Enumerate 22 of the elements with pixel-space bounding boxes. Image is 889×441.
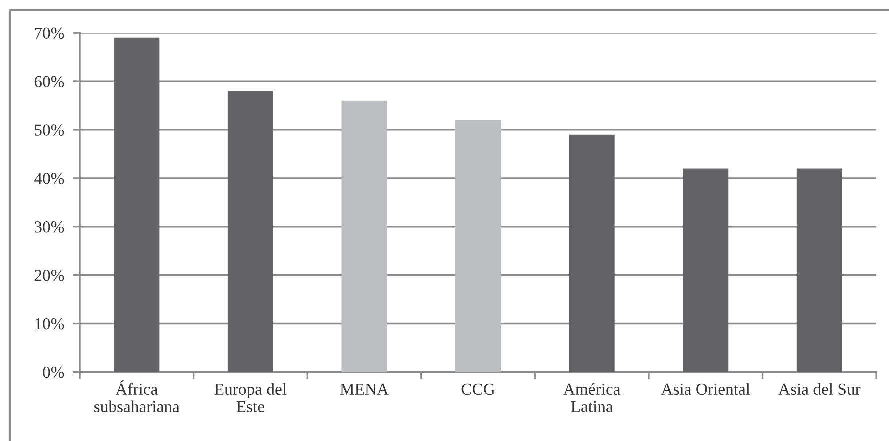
x-tick-label: Europa del Este (214, 383, 287, 412)
y-tick-label: 30% (34, 222, 64, 233)
bar (456, 120, 502, 372)
bar (228, 91, 274, 372)
y-tick-label: 10% (36, 318, 64, 330)
bar (342, 100, 388, 372)
x-tick-label: América Latina (564, 383, 621, 412)
x-tick-label: África subsahariana (94, 380, 180, 412)
x-tick-label: MENA (340, 384, 389, 395)
y-tick-label: 20% (34, 270, 64, 282)
x-tick-label: Asia del Sur (778, 383, 861, 396)
bar (683, 168, 729, 372)
x-tick-label: CCG (462, 384, 495, 396)
bar (796, 168, 842, 372)
y-tick-label: 50% (35, 124, 64, 136)
y-tick-label: 60% (34, 76, 64, 88)
x-tick-label: Asia Oriental (661, 383, 750, 396)
y-tick-label: 70% (35, 28, 64, 40)
y-tick-label: 0% (43, 366, 64, 378)
bar (569, 134, 615, 372)
y-tick-label: 40% (34, 173, 64, 184)
bar (114, 38, 160, 372)
